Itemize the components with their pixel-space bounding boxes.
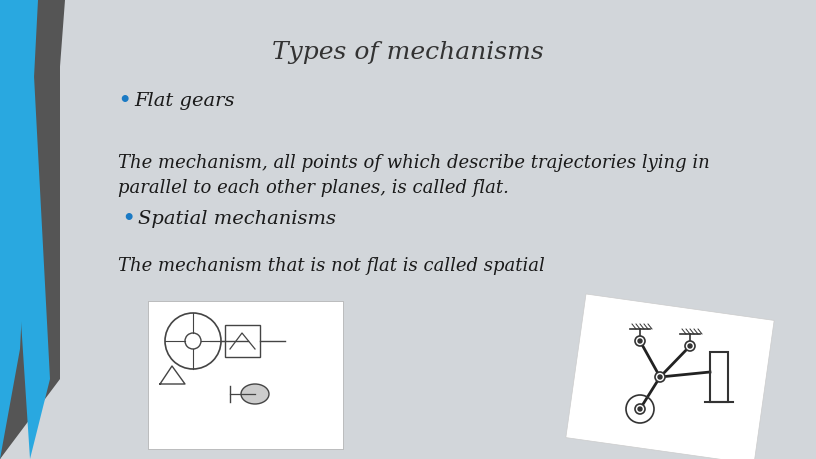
Circle shape (655, 372, 665, 382)
Ellipse shape (241, 384, 269, 404)
Circle shape (635, 336, 645, 346)
Circle shape (638, 407, 642, 411)
Polygon shape (0, 0, 65, 459)
Text: The mechanism that is not flat is called spatial: The mechanism that is not flat is called… (118, 257, 545, 275)
Text: Flat gears: Flat gears (134, 92, 234, 110)
Circle shape (638, 339, 642, 343)
Polygon shape (0, 0, 38, 459)
Bar (710, 352, 728, 402)
Polygon shape (565, 294, 774, 459)
Text: •: • (118, 91, 131, 111)
Text: •: • (122, 209, 135, 229)
Text: Types of mechanisms: Types of mechanisms (272, 41, 544, 64)
Polygon shape (0, 0, 60, 459)
Circle shape (635, 404, 645, 414)
Text: The mechanism, all points of which describe trajectories lying in
parallel to ea: The mechanism, all points of which descr… (118, 154, 710, 197)
Circle shape (658, 375, 662, 379)
Circle shape (688, 344, 692, 348)
Circle shape (685, 341, 695, 351)
Bar (225, 325, 260, 357)
Polygon shape (0, 0, 50, 459)
Text: Spatial mechanisms: Spatial mechanisms (138, 210, 336, 228)
Bar (148, 301, 343, 449)
